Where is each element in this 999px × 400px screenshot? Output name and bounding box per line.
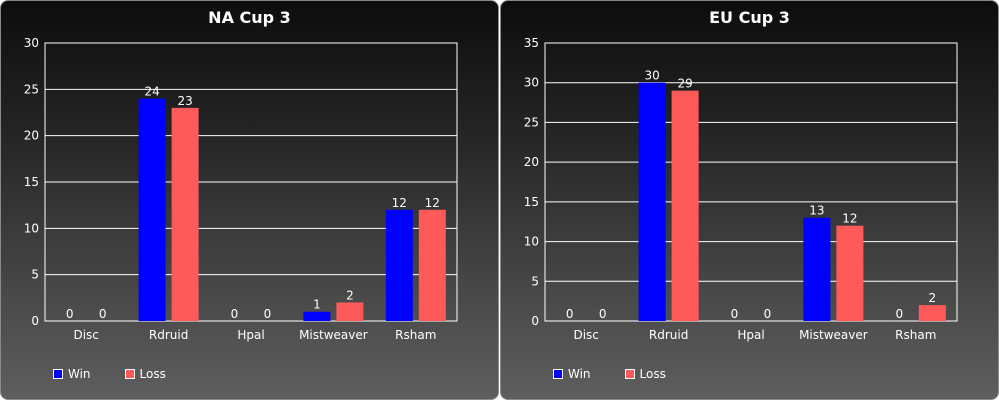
legend: Win Loss [553,367,700,381]
data-label: 12 [392,196,407,210]
bar-loss-rdruid [671,90,699,322]
y-tick-label: 0 [531,314,539,328]
y-tick-label: 20 [24,129,39,143]
legend-swatch-win [53,369,63,379]
data-label: 12 [425,196,440,210]
bar-win-mistweaver [303,311,331,321]
data-label: 0 [599,307,607,321]
chart-panel-na: NA Cup 3 0 5 10 15 20 25 30 Disc 0 0 Rdruid 24 23 Hpa… [0,0,499,400]
y-tick-label: 5 [531,274,539,288]
x-tick-label: Hpal [237,328,264,342]
x-tick-label: Disc [573,328,598,342]
bar-loss-mistweaver [336,302,364,321]
y-tick-label: 35 [524,36,539,50]
x-tick-label: Rdruid [649,328,688,342]
legend-label-loss: Loss [139,367,166,381]
legend-item-win: Win [553,367,591,381]
bar-loss-rsham [918,305,946,321]
x-tick-label: Rdruid [149,328,188,342]
y-tick-label: 5 [31,268,39,282]
bar-win-mistweaver [803,217,831,321]
chart-panel-eu: EU Cup 3 0 5 10 15 20 25 30 35 Disc 0 0 Rdruid 30 29 H… [500,0,999,400]
legend-item-loss: Loss [124,367,166,381]
y-tick-label: 20 [524,155,539,169]
bar-win-rdruid [138,98,166,321]
legend-item-loss: Loss [624,367,666,381]
y-tick-label: 10 [524,235,539,249]
data-label: 24 [144,85,159,99]
x-tick-label: Rsham [395,328,436,342]
data-label: 0 [895,307,903,321]
y-tick-label: 15 [24,175,39,189]
x-tick-label: Hpal [737,328,764,342]
data-label: 0 [231,307,239,321]
legend-label-win: Win [568,367,591,381]
data-label: 0 [731,307,739,321]
legend-label-loss: Loss [639,367,666,381]
y-tick-label: 25 [24,82,39,96]
data-label: 0 [99,307,107,321]
chart-title: NA Cup 3 [208,8,291,27]
bar-win-rsham [385,209,413,321]
legend-swatch-loss [624,369,635,379]
y-tick-label: 25 [524,115,539,129]
legend: Win Loss [53,367,200,381]
y-tick-label: 15 [524,195,539,209]
plot-area [544,42,958,322]
data-label: 1 [313,298,321,312]
legend-swatch-loss [124,369,135,379]
data-label: 2 [928,291,936,305]
data-label: 13 [809,204,824,218]
data-label: 29 [677,77,692,91]
bar-win-rdruid [638,82,666,321]
x-tick-label: Disc [73,328,98,342]
data-label: 0 [264,307,272,321]
y-tick-label: 10 [24,221,39,235]
y-tick-label: 30 [524,76,539,90]
x-tick-label: Rsham [895,328,936,342]
data-label: 2 [346,288,354,302]
y-tick-label: 0 [31,314,39,328]
x-tick-label: Mistweaver [299,328,368,342]
data-label: 0 [566,307,574,321]
bar-loss-rsham [418,209,446,321]
data-label: 30 [644,69,659,83]
legend-item-win: Win [53,367,91,381]
x-tick-label: Mistweaver [799,328,868,342]
data-label: 0 [764,307,772,321]
bar-loss-mistweaver [836,225,864,321]
chart-title: EU Cup 3 [709,8,790,27]
legend-swatch-win [553,369,563,379]
data-label: 12 [842,212,857,226]
y-tick-label: 30 [24,36,39,50]
legend-label-win: Win [68,367,91,381]
data-label: 0 [66,307,74,321]
data-label: 23 [177,94,192,108]
bar-loss-rdruid [171,107,199,321]
